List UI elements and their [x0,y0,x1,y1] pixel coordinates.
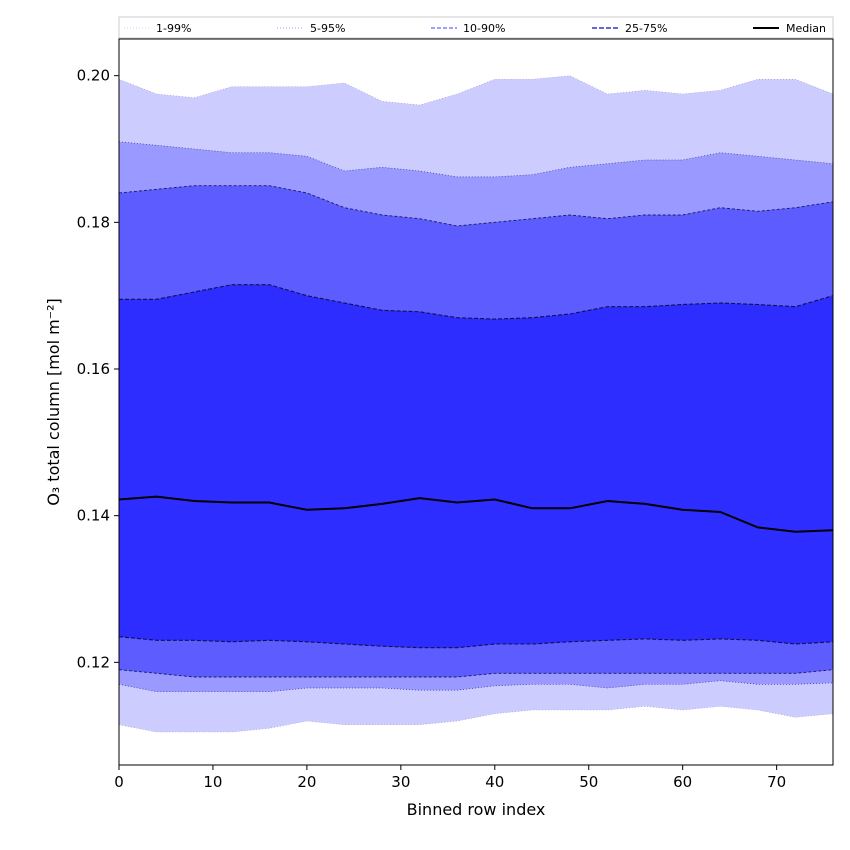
x-tick-label: 50 [579,773,598,791]
legend-entry-10-90: 10-90% [431,22,505,35]
x-tick-label: 60 [673,773,692,791]
x-tick-label: 70 [767,773,786,791]
legend-label-10-90: 10-90% [463,22,505,35]
y-tick-label: 0.12 [77,653,110,671]
median-line [118,495,834,533]
plot-frame [118,38,834,766]
band-10-90-upper-line [118,185,834,227]
y-tick-label: 0.18 [77,213,110,231]
y-tick-label: 0.14 [77,507,110,525]
band-25-75-lower-line [118,636,834,649]
x-tick-label: 40 [485,773,504,791]
x-tick-label: 0 [114,773,124,791]
band-25-75-upper-line [119,284,834,320]
band-25-75 [119,284,833,648]
y-tick-label: 0.20 [77,67,110,85]
legend: 1-99% 5-95% 10-90% 25-75% Median [118,16,834,39]
x-tick-label: 30 [391,773,410,791]
legend-entry-median: Median [753,22,826,35]
y-tick-label: 0.16 [77,360,110,378]
legend-label-5-95: 5-95% [310,22,345,35]
band-10-90-lower-line [118,669,834,678]
legend-label-1-99: 1-99% [156,22,191,35]
x-tick-label: 10 [203,773,222,791]
y-axis: 0.12 0.14 0.16 0.18 0.20 [77,67,119,671]
x-tick-label: 20 [297,773,316,791]
legend-entry-1-99: 1-99% [124,22,191,35]
y-axis-label: O₃ total column [mol m⁻²] [44,298,63,506]
legend-frame [118,16,834,39]
legend-entry-5-95: 5-95% [277,22,345,35]
x-axis: 0 10 20 30 40 50 60 70 [114,765,786,791]
legend-entry-25-75: 25-75% [592,22,667,35]
plot-area [118,38,834,766]
legend-label-25-75: 25-75% [625,22,667,35]
band-1-99-upper-line [118,75,834,106]
legend-label-median: Median [786,22,826,35]
x-axis-label: Binned row index [407,800,546,819]
